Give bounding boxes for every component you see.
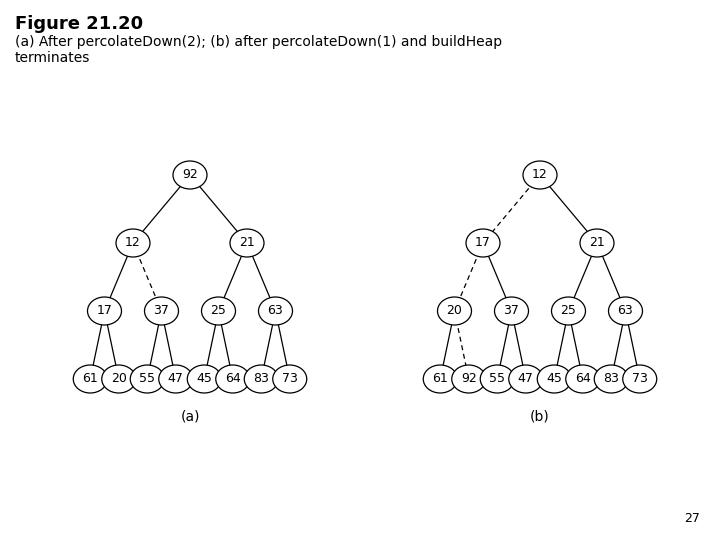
Text: 25: 25	[210, 305, 226, 318]
Ellipse shape	[466, 229, 500, 257]
Text: 12: 12	[532, 168, 548, 181]
Text: 92: 92	[182, 168, 198, 181]
Text: 61: 61	[82, 373, 98, 386]
Ellipse shape	[509, 365, 543, 393]
Text: 45: 45	[546, 373, 562, 386]
Ellipse shape	[438, 297, 472, 325]
Ellipse shape	[495, 297, 528, 325]
Ellipse shape	[258, 297, 292, 325]
Text: 17: 17	[96, 305, 112, 318]
Text: 64: 64	[225, 373, 240, 386]
Ellipse shape	[187, 365, 221, 393]
Text: 37: 37	[153, 305, 169, 318]
Ellipse shape	[608, 297, 642, 325]
Text: 17: 17	[475, 237, 491, 249]
Text: 73: 73	[632, 373, 648, 386]
Text: (a): (a)	[180, 409, 199, 423]
Ellipse shape	[130, 365, 164, 393]
Text: 20: 20	[446, 305, 462, 318]
Text: 25: 25	[561, 305, 577, 318]
Text: 63: 63	[618, 305, 634, 318]
Ellipse shape	[230, 229, 264, 257]
Text: 55: 55	[139, 373, 156, 386]
Text: 55: 55	[490, 373, 505, 386]
Ellipse shape	[116, 229, 150, 257]
Text: 83: 83	[603, 373, 619, 386]
Text: 12: 12	[125, 237, 141, 249]
Ellipse shape	[566, 365, 600, 393]
Text: Figure 21.20: Figure 21.20	[15, 15, 143, 33]
Ellipse shape	[173, 161, 207, 189]
Ellipse shape	[102, 365, 136, 393]
Ellipse shape	[623, 365, 657, 393]
Text: 20: 20	[111, 373, 127, 386]
Ellipse shape	[145, 297, 179, 325]
Text: 92: 92	[461, 373, 477, 386]
Ellipse shape	[580, 229, 614, 257]
Ellipse shape	[552, 297, 585, 325]
Text: 21: 21	[589, 237, 605, 249]
Ellipse shape	[244, 365, 278, 393]
Ellipse shape	[88, 297, 122, 325]
Text: (a) After percolateDown(2); (b) after percolateDown(1) and buildHeap
terminates: (a) After percolateDown(2); (b) after pe…	[15, 35, 502, 65]
Ellipse shape	[423, 365, 457, 393]
Text: 45: 45	[197, 373, 212, 386]
Ellipse shape	[216, 365, 250, 393]
Text: (b): (b)	[530, 409, 550, 423]
Text: 47: 47	[518, 373, 534, 386]
Ellipse shape	[537, 365, 571, 393]
Text: 83: 83	[253, 373, 269, 386]
Ellipse shape	[523, 161, 557, 189]
Ellipse shape	[73, 365, 107, 393]
Ellipse shape	[480, 365, 514, 393]
Ellipse shape	[158, 365, 193, 393]
Text: 73: 73	[282, 373, 297, 386]
Ellipse shape	[451, 365, 486, 393]
Text: 64: 64	[575, 373, 590, 386]
Text: 61: 61	[433, 373, 448, 386]
Ellipse shape	[594, 365, 629, 393]
Text: 37: 37	[503, 305, 519, 318]
Text: 47: 47	[168, 373, 184, 386]
Text: 63: 63	[268, 305, 284, 318]
Text: 21: 21	[239, 237, 255, 249]
Ellipse shape	[273, 365, 307, 393]
Ellipse shape	[202, 297, 235, 325]
Text: 27: 27	[684, 512, 700, 525]
